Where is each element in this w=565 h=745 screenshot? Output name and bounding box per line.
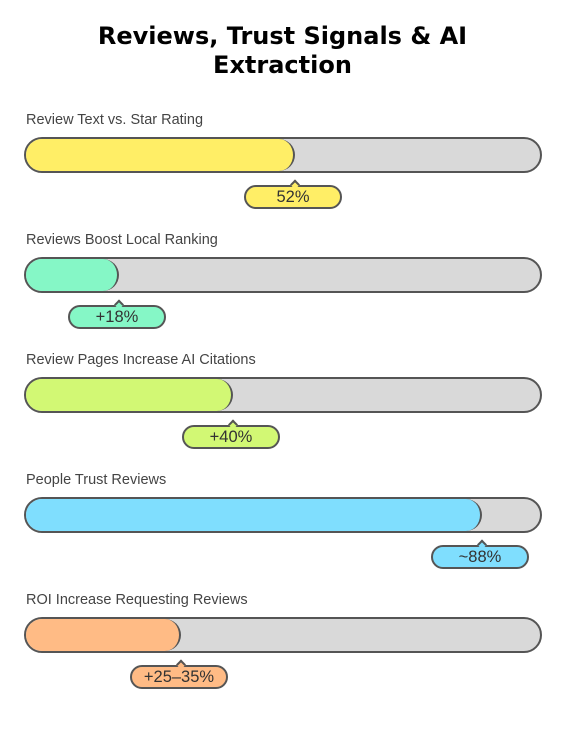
bar-value-label: +25–35% [130,659,228,689]
value-text: ~88% [458,548,502,566]
bar-track [24,497,542,533]
bar-fill [26,379,233,411]
bar-row: ROI Increase Requesting Reviews +25–35% [0,592,565,702]
bar-fill [26,259,119,291]
bar-label: Reviews Boost Local Ranking [26,232,218,248]
bar-fill [26,139,295,171]
bar-value-label: +40% [182,419,280,449]
bar-row: Review Text vs. Star Rating 52% [0,112,565,222]
bar-label: Review Text vs. Star Rating [26,112,204,128]
chart-title: Reviews, Trust Signals & AI Extraction [97,22,468,79]
bar-fill [26,499,482,531]
bar-track [24,257,542,293]
bar-fill [26,619,181,651]
bar-label: ROI Increase Requesting Reviews [26,592,248,608]
bar-row: People Trust Reviews ~88% [0,472,565,582]
value-text: +25–35% [143,668,215,686]
bar-value-label: +18% [68,299,166,329]
value-text: +18% [95,308,139,326]
bar-track [24,137,542,173]
bar-track [24,377,542,413]
bar-value-label: ~88% [431,539,529,569]
bar-value-label: 52% [244,179,342,209]
value-text: +40% [209,428,253,446]
bar-row: Review Pages Increase AI Citations +40% [0,352,565,462]
bar-label: People Trust Reviews [26,472,167,488]
bar-row: Reviews Boost Local Ranking +18% [0,232,565,342]
bar-label: Review Pages Increase AI Citations [26,352,256,368]
value-text: 52% [276,188,310,206]
bar-track [24,617,542,653]
